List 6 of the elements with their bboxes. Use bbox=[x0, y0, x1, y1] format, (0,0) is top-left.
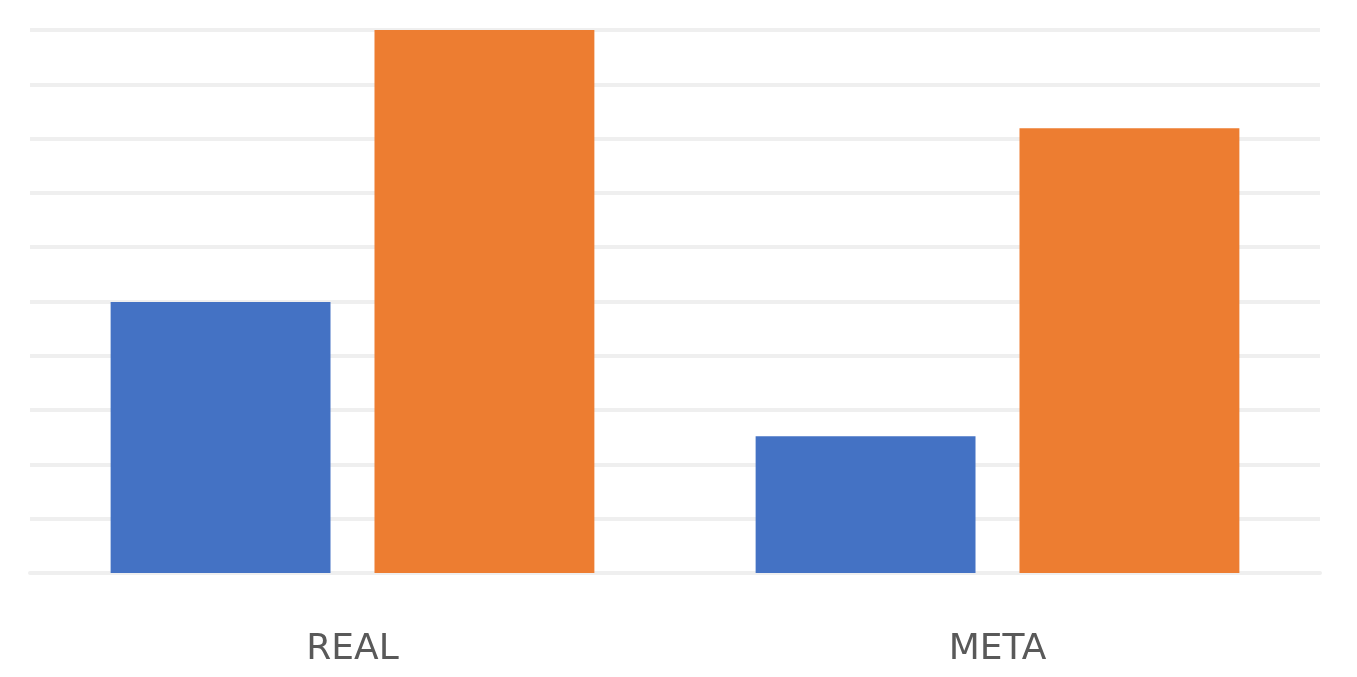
bar bbox=[374, 30, 595, 573]
bar bbox=[755, 436, 976, 573]
bar bbox=[1019, 128, 1240, 573]
x-tick-label: META bbox=[948, 625, 1047, 667]
x-tick-label: REAL bbox=[306, 625, 399, 667]
bar bbox=[110, 302, 331, 573]
